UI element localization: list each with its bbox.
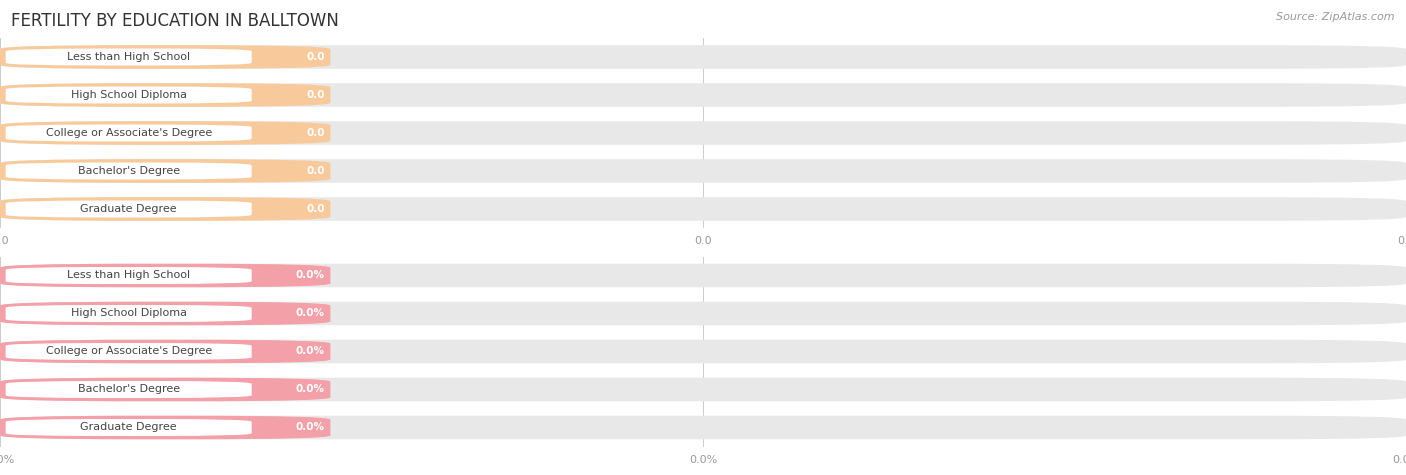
- Text: FERTILITY BY EDUCATION IN BALLTOWN: FERTILITY BY EDUCATION IN BALLTOWN: [11, 12, 339, 30]
- Text: 0.0: 0.0: [0, 237, 8, 247]
- FancyBboxPatch shape: [0, 302, 1406, 325]
- Text: High School Diploma: High School Diploma: [70, 90, 187, 100]
- FancyBboxPatch shape: [0, 378, 1406, 401]
- FancyBboxPatch shape: [0, 45, 330, 69]
- FancyBboxPatch shape: [0, 83, 330, 107]
- FancyBboxPatch shape: [6, 162, 252, 180]
- FancyBboxPatch shape: [6, 343, 252, 360]
- FancyBboxPatch shape: [0, 302, 330, 325]
- Text: Graduate Degree: Graduate Degree: [80, 422, 177, 433]
- Text: 0.0%: 0.0%: [689, 455, 717, 465]
- Text: College or Associate's Degree: College or Associate's Degree: [45, 128, 212, 138]
- FancyBboxPatch shape: [6, 419, 252, 436]
- FancyBboxPatch shape: [0, 45, 1406, 69]
- Text: 0.0%: 0.0%: [295, 346, 325, 357]
- Text: Bachelor's Degree: Bachelor's Degree: [77, 166, 180, 176]
- FancyBboxPatch shape: [0, 340, 1406, 363]
- FancyBboxPatch shape: [6, 200, 252, 218]
- FancyBboxPatch shape: [0, 264, 1406, 287]
- FancyBboxPatch shape: [0, 264, 330, 287]
- FancyBboxPatch shape: [0, 83, 1406, 107]
- Text: 0.0: 0.0: [695, 237, 711, 247]
- Text: 0.0: 0.0: [307, 90, 325, 100]
- FancyBboxPatch shape: [6, 86, 252, 104]
- FancyBboxPatch shape: [0, 416, 1406, 439]
- Text: Bachelor's Degree: Bachelor's Degree: [77, 384, 180, 395]
- FancyBboxPatch shape: [6, 267, 252, 284]
- Text: 0.0: 0.0: [307, 204, 325, 214]
- FancyBboxPatch shape: [0, 197, 1406, 221]
- FancyBboxPatch shape: [6, 381, 252, 398]
- FancyBboxPatch shape: [6, 305, 252, 322]
- FancyBboxPatch shape: [0, 340, 330, 363]
- FancyBboxPatch shape: [6, 124, 252, 142]
- Text: Less than High School: Less than High School: [67, 270, 190, 281]
- Text: 0.0%: 0.0%: [1392, 455, 1406, 465]
- Text: Source: ZipAtlas.com: Source: ZipAtlas.com: [1277, 12, 1395, 22]
- FancyBboxPatch shape: [0, 159, 330, 183]
- Text: College or Associate's Degree: College or Associate's Degree: [45, 346, 212, 357]
- Text: 0.0: 0.0: [307, 166, 325, 176]
- Text: Less than High School: Less than High School: [67, 52, 190, 62]
- Text: 0.0%: 0.0%: [295, 422, 325, 433]
- FancyBboxPatch shape: [0, 121, 330, 145]
- FancyBboxPatch shape: [0, 197, 330, 221]
- FancyBboxPatch shape: [0, 416, 330, 439]
- Text: 0.0: 0.0: [307, 52, 325, 62]
- Text: High School Diploma: High School Diploma: [70, 308, 187, 319]
- Text: 0.0%: 0.0%: [295, 270, 325, 281]
- FancyBboxPatch shape: [0, 121, 1406, 145]
- Text: Graduate Degree: Graduate Degree: [80, 204, 177, 214]
- Text: 0.0%: 0.0%: [0, 455, 14, 465]
- FancyBboxPatch shape: [6, 48, 252, 66]
- Text: 0.0: 0.0: [307, 128, 325, 138]
- Text: 0.0: 0.0: [1398, 237, 1406, 247]
- Text: 0.0%: 0.0%: [295, 308, 325, 319]
- FancyBboxPatch shape: [0, 159, 1406, 183]
- Text: 0.0%: 0.0%: [295, 384, 325, 395]
- FancyBboxPatch shape: [0, 378, 330, 401]
